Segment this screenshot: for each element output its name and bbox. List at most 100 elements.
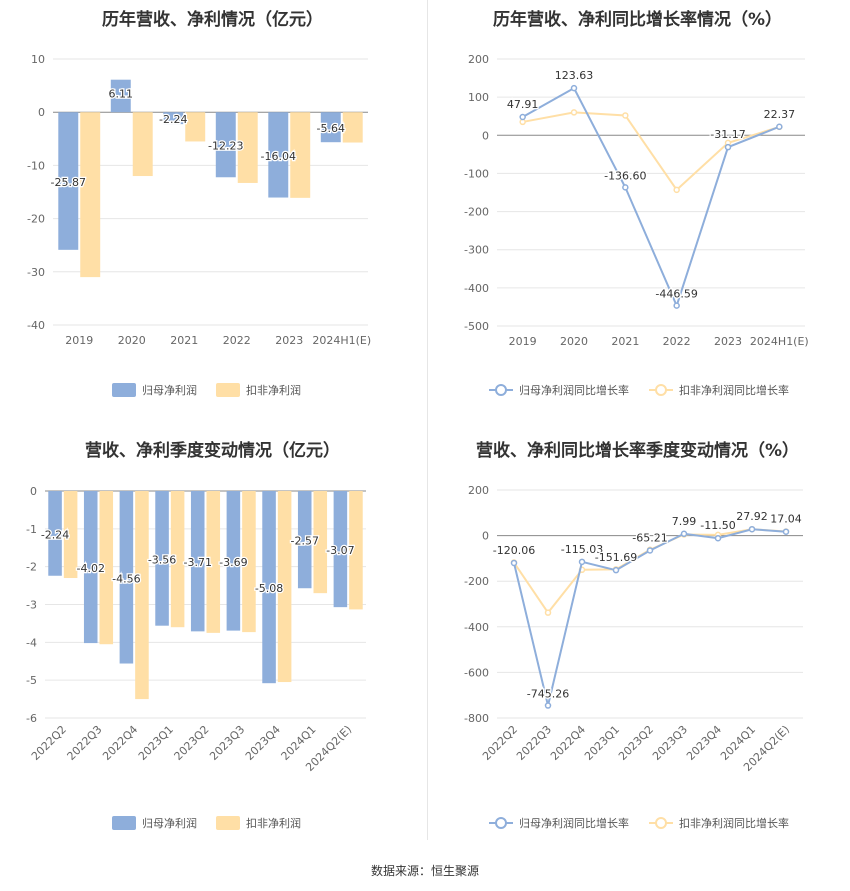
point-series-1 [519, 113, 526, 121]
point-series-1 [748, 525, 756, 533]
y-tick-label: -4 [26, 636, 37, 649]
bar-series-1 [110, 79, 131, 113]
data-source-label: 数据来源：恒生聚源 [370, 864, 479, 878]
chart-3-quarterly-profit: 0-1-2-3-4-5-62022Q22022Q32022Q42023Q1202… [26, 485, 366, 830]
bar-series-2 [135, 491, 149, 700]
point-series-1 [724, 143, 732, 151]
point-series-1 [570, 84, 578, 92]
bar-series-1 [155, 491, 169, 626]
data-label: -115.03 [561, 543, 603, 556]
point-series-2 [673, 186, 680, 194]
series-line-1 [522, 86, 780, 309]
legend-label-series-2: 扣非净利润同比增长率 [679, 383, 789, 397]
data-label: -2.57 [290, 535, 318, 548]
y-tick-label: 100 [468, 91, 489, 104]
data-label: -446.59 [655, 288, 697, 301]
point-series-1 [714, 534, 722, 542]
y-tick-label: -800 [464, 712, 489, 725]
x-tick-label: 2020 [118, 334, 146, 347]
point-series-2 [544, 609, 552, 616]
y-tick-label: -600 [464, 666, 489, 679]
point-series-1 [612, 566, 620, 574]
x-tick-label: 2023 [714, 335, 742, 348]
bar-series-2 [63, 491, 78, 579]
x-tick-label: 2024H1(E) [750, 335, 809, 348]
point-series-1 [578, 558, 586, 566]
y-tick-label: -1 [26, 523, 37, 536]
bar-series-1 [190, 491, 205, 632]
bar-series-2 [290, 112, 311, 198]
data-label: 123.63 [555, 69, 594, 82]
x-tick-label: 2022 [663, 335, 691, 348]
data-label: -4.02 [76, 562, 104, 575]
y-tick-label: -300 [464, 244, 489, 257]
bar-series-2 [170, 491, 185, 628]
bar-series-1 [215, 112, 236, 178]
chart-1-title: 历年营收、净利情况（亿元） [102, 10, 323, 30]
x-tick-label: 2023Q3 [207, 723, 247, 763]
chart-4-quarterly-growth: 2000-200-400-600-8002022Q22022Q32022Q420… [464, 484, 803, 830]
x-tick-label: 2024H1(E) [312, 334, 371, 347]
chart-3-title: 营收、净利季度变动情况（亿元） [85, 441, 340, 461]
y-tick-label: -5 [26, 674, 37, 687]
point-series-1 [782, 528, 790, 535]
y-tick-label: -3 [26, 599, 37, 612]
bar-series-1 [83, 491, 98, 644]
data-label: -11.50 [700, 519, 735, 532]
data-label: -3.07 [326, 544, 354, 557]
bar-series-1 [48, 491, 62, 576]
data-label: -745.26 [527, 688, 569, 701]
series-line-2 [522, 111, 780, 192]
data-label: -16.04 [261, 150, 296, 163]
bar-series-2 [237, 112, 258, 183]
bar-series-1 [58, 112, 79, 250]
legend-label-series-1: 归母净利润 [142, 383, 197, 397]
point-series-1 [510, 559, 518, 567]
legend-label-series-1: 归母净利润同比增长率 [519, 383, 629, 397]
data-label: -3.69 [219, 556, 247, 569]
data-label: -120.06 [493, 544, 535, 557]
x-tick-label: 2022Q3 [65, 723, 105, 763]
data-label: -31.17 [710, 128, 745, 141]
legend-swatch-series-1 [112, 383, 136, 397]
x-tick-label: 2022Q4 [548, 723, 588, 763]
bar-series-1 [163, 112, 184, 125]
bar-series-2 [342, 112, 363, 143]
x-tick-label: 2019 [509, 335, 537, 348]
x-tick-label: 2022Q4 [100, 723, 140, 763]
y-tick-label: -10 [27, 159, 45, 172]
data-label: -5.64 [317, 122, 345, 135]
y-tick-label: 0 [38, 106, 45, 119]
y-tick-label: 0 [482, 530, 489, 543]
legend-swatch-series-1 [112, 816, 136, 830]
data-label: -5.08 [255, 582, 283, 595]
y-tick-label: -200 [464, 206, 489, 219]
legend-swatch-series-2 [216, 383, 240, 397]
data-label: -12.23 [208, 140, 243, 153]
bar-series-1 [333, 491, 348, 608]
data-label: -3.56 [148, 553, 176, 566]
y-tick-label: -20 [27, 213, 45, 226]
x-tick-label: 2023Q3 [650, 723, 690, 763]
y-tick-label: -500 [464, 320, 489, 333]
bar-series-2 [206, 491, 221, 633]
y-tick-label: -6 [26, 712, 37, 725]
bar-series-2 [185, 112, 206, 142]
chart-2-annual-growth: 200 100 0 -100 -200 -300 -400 -500 2019 2020 2021 2… [464, 53, 809, 397]
legend-label-series-2: 扣非净利润 [246, 816, 301, 830]
legend-label-series-1: 归母净利润同比增长率 [519, 816, 629, 830]
point-series-2 [622, 112, 629, 119]
data-label: -2.24 [41, 528, 69, 541]
y-tick-label: 0 [482, 129, 489, 142]
x-tick-label: 2023 [275, 334, 303, 347]
y-tick-label: -40 [27, 319, 45, 332]
x-tick-label: 2022 [223, 334, 251, 347]
y-tick-label: 10 [31, 53, 45, 66]
data-label: 6.11 [109, 88, 134, 101]
y-tick-label: -400 [464, 282, 489, 295]
data-label: -4.56 [112, 572, 140, 585]
x-tick-label: 2023Q1 [582, 723, 622, 763]
x-tick-label: 2021 [611, 335, 639, 348]
legend-label-series-1: 归母净利润 [142, 816, 197, 830]
bar-series-2 [313, 491, 328, 594]
